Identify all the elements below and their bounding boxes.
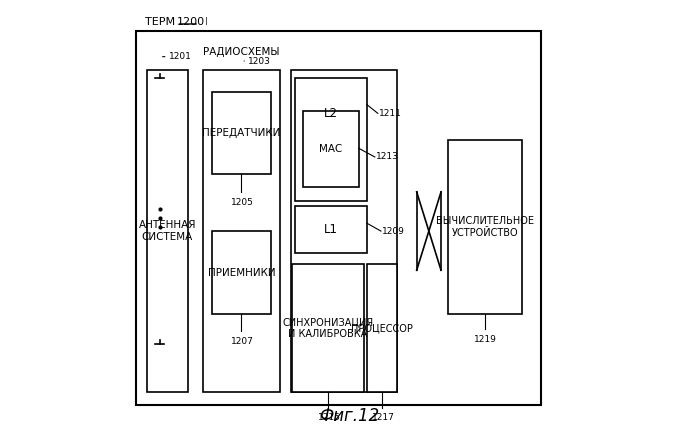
Text: Фиг.12: Фиг.12 (319, 407, 380, 425)
Text: L2: L2 (324, 107, 338, 120)
FancyBboxPatch shape (136, 31, 541, 405)
Text: 1217: 1217 (372, 413, 394, 422)
Polygon shape (157, 329, 162, 340)
Text: 1201: 1201 (168, 52, 192, 61)
Text: 1219: 1219 (474, 335, 497, 344)
Text: MAC: MAC (319, 144, 343, 154)
FancyBboxPatch shape (295, 206, 367, 253)
Text: РАДИОСХЕМЫ: РАДИОСХЕМЫ (203, 47, 280, 58)
FancyBboxPatch shape (212, 231, 271, 314)
Text: L1: L1 (324, 223, 338, 236)
Text: ТЕРМИНАЛ: ТЕРМИНАЛ (145, 17, 215, 27)
FancyBboxPatch shape (203, 70, 280, 392)
Text: 1211: 1211 (379, 109, 402, 118)
Text: ПРОЦЕССОР: ПРОЦЕССОР (352, 323, 413, 333)
FancyBboxPatch shape (303, 111, 359, 187)
FancyBboxPatch shape (295, 78, 367, 201)
FancyBboxPatch shape (367, 264, 398, 392)
Text: 1213: 1213 (375, 153, 398, 161)
Text: 1215: 1215 (317, 413, 340, 422)
FancyBboxPatch shape (291, 70, 398, 392)
Text: ПРИЕМНИКИ: ПРИЕМНИКИ (208, 268, 275, 277)
FancyBboxPatch shape (447, 140, 521, 314)
Text: ПЕРЕДАТЧИКИ: ПЕРЕДАТЧИКИ (203, 128, 281, 138)
Text: 1207: 1207 (231, 337, 254, 346)
Text: 1205: 1205 (231, 198, 254, 208)
Text: ВЫЧИСЛИТЕЛЬНОЕ
УСТРОЙСТВО: ВЫЧИСЛИТЕЛЬНОЕ УСТРОЙСТВО (435, 216, 533, 238)
Text: 1200: 1200 (176, 17, 205, 27)
FancyBboxPatch shape (292, 264, 364, 392)
Text: СИНХРОНИЗАЦИЯ
И КАЛИБРОВКА: СИНХРОНИЗАЦИЯ И КАЛИБРОВКА (282, 317, 373, 339)
Text: АНТЕННАЯ
СИСТЕМА: АНТЕННАЯ СИСТЕМА (138, 220, 196, 242)
FancyBboxPatch shape (147, 70, 188, 392)
FancyBboxPatch shape (212, 92, 271, 174)
Polygon shape (157, 63, 162, 74)
Text: 1203: 1203 (248, 57, 271, 65)
Text: 1209: 1209 (382, 227, 405, 235)
